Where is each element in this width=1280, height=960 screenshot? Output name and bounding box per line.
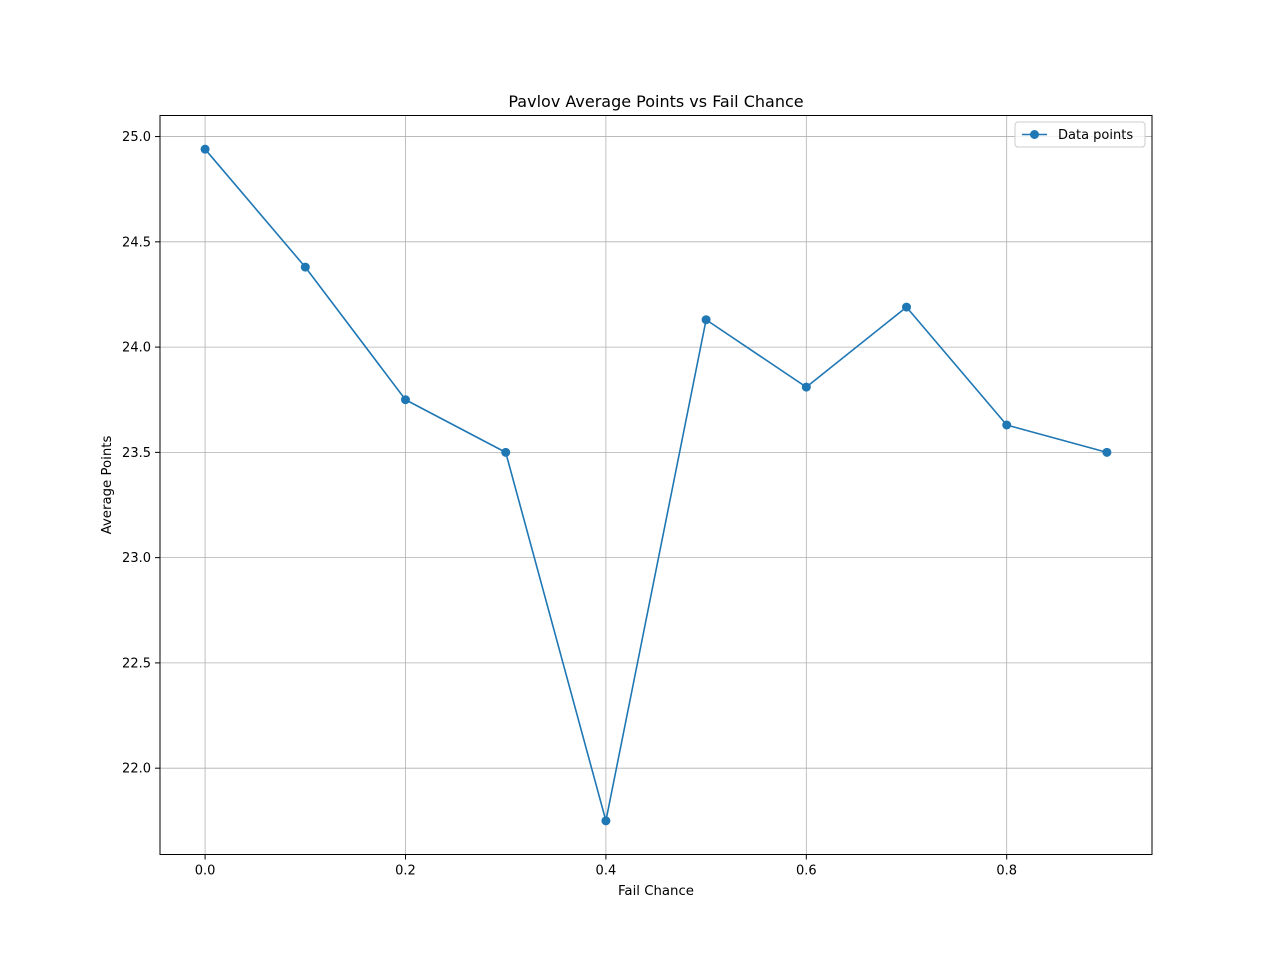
x-tick-label: 0.4 [596,864,617,879]
ticks: 0.0 0.2 0.4 0.6 0.8 22.0 22.5 23.0 23.5 24.0 24.5 2… [122,130,1017,878]
data-point [501,447,511,457]
x-axis-label: Fail Chance [618,884,694,899]
data-point [801,382,811,392]
data-point [601,816,611,826]
chart-title: Pavlov Average Points vs Fail Chance [508,92,803,111]
y-tick-label: 22.0 [122,762,151,777]
plot-frame [159,115,1153,855]
legend-box [1014,121,1146,148]
x-tick-label: 0.0 [195,864,216,879]
data-point [701,315,711,325]
legend-marker-swatch [1030,130,1039,139]
data-point [300,262,310,272]
y-tick-label: 24.0 [122,341,151,356]
data-point [1102,447,1112,457]
grid [160,115,1152,855]
data-point [400,395,410,405]
data-point [1002,420,1012,430]
legend: Data points [1014,121,1146,148]
data-point [902,302,912,312]
series-layer [200,144,1112,826]
y-tick-label: 25.0 [122,130,151,145]
x-tick-label: 0.6 [796,864,817,879]
legend-label: Data points [1058,128,1133,143]
y-tick-label: 23.5 [122,446,151,461]
data-point [200,144,210,154]
series-line [204,148,1108,822]
y-tick-label: 24.5 [122,235,151,250]
x-tick-label: 0.8 [996,864,1017,879]
y-axis-label: Average Points [100,436,115,535]
x-tick-label: 0.2 [395,864,416,879]
y-tick-label: 22.5 [122,656,151,671]
y-tick-label: 23.0 [122,551,151,566]
